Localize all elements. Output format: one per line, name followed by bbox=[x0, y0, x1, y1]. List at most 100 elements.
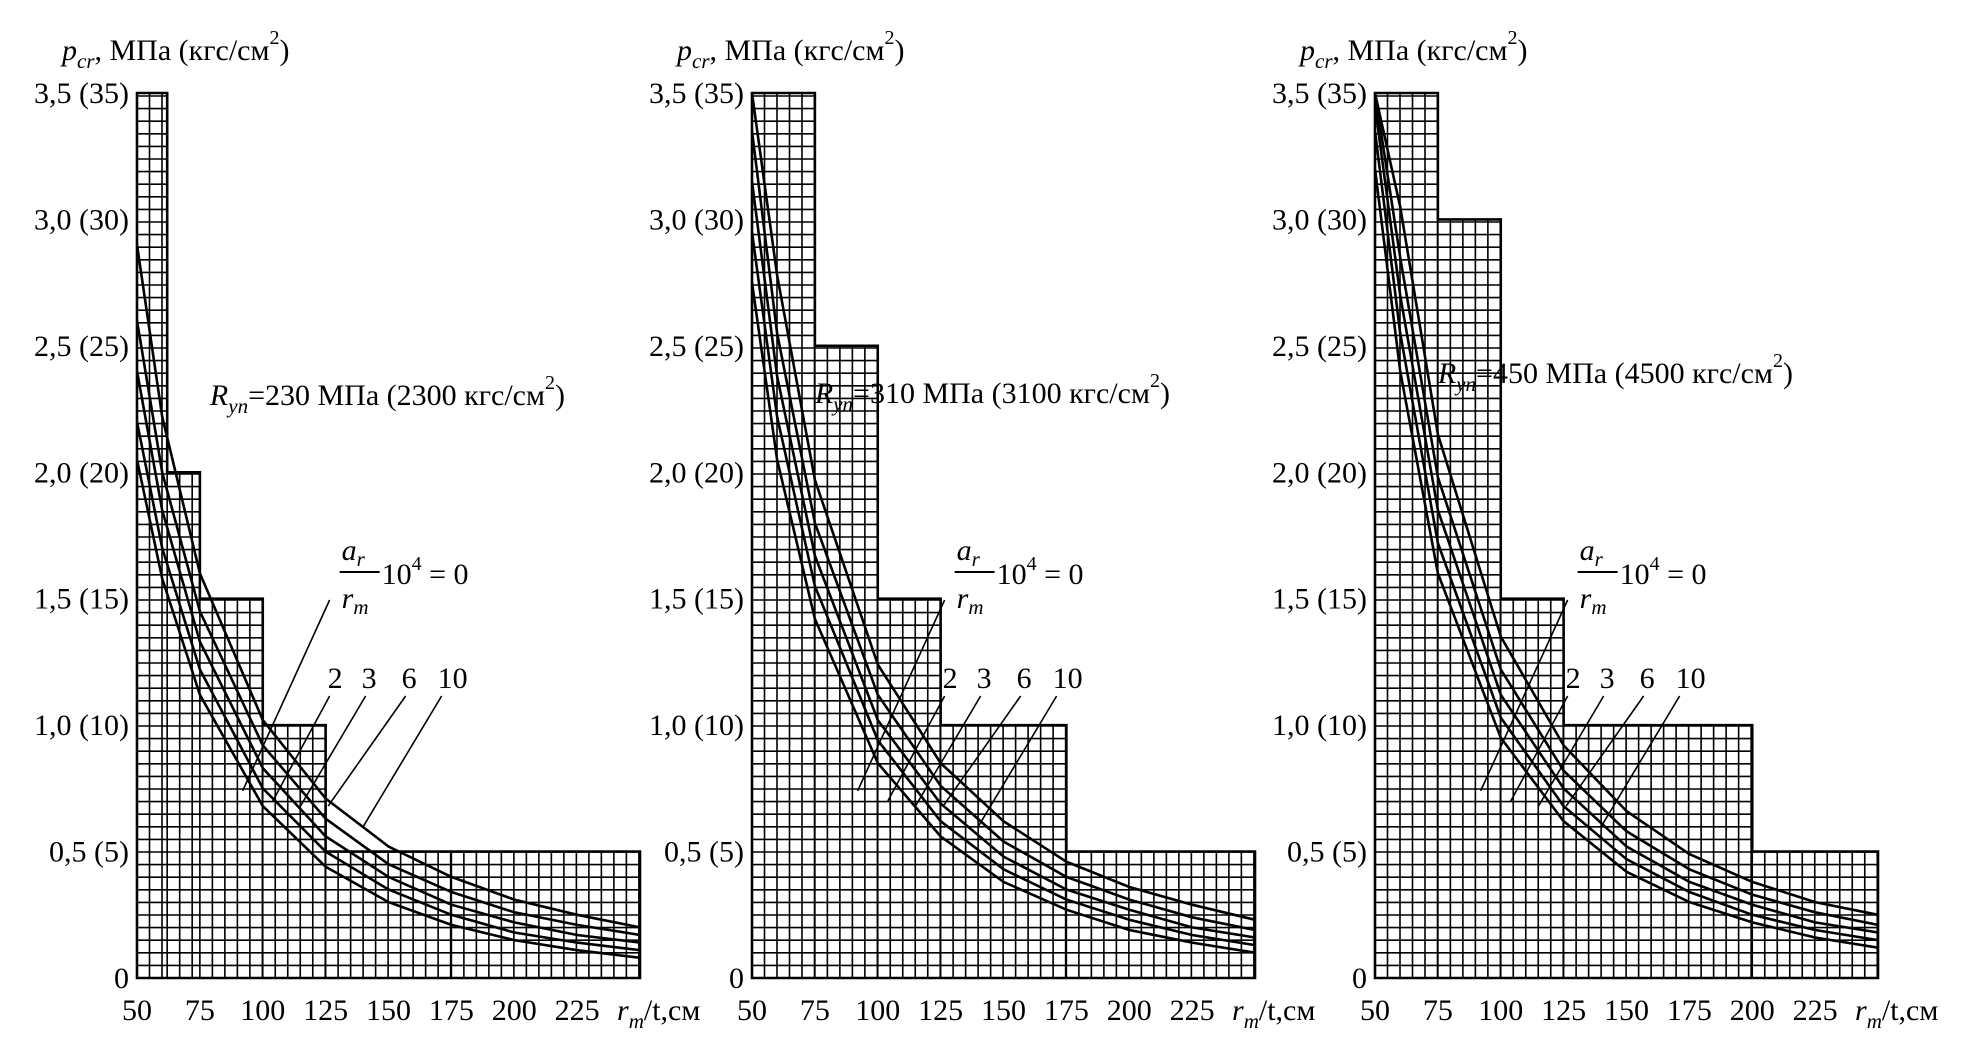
leader-line-4 bbox=[362, 695, 443, 827]
grid-cells bbox=[751, 93, 1255, 979]
param-value-label: 3 bbox=[362, 662, 377, 695]
x-tick-label: 100 bbox=[240, 994, 285, 1027]
leader-line-3 bbox=[1565, 695, 1645, 807]
leader-line-4 bbox=[1600, 695, 1681, 827]
leader-line-0 bbox=[1479, 599, 1569, 792]
param-value-label: 10 bbox=[1053, 662, 1083, 695]
y-tick-label: 0 bbox=[1352, 962, 1367, 995]
leader-line-1 bbox=[272, 695, 331, 802]
x-tick-label: 125 bbox=[918, 994, 963, 1027]
chart-panel-3: 0 0,5 (5) 1,0 (10) 1,5 (15) 2,0 (20) 2,5 (25)… bbox=[1272, 27, 1938, 1033]
series-curve-3 bbox=[135, 370, 641, 944]
leader-line-4 bbox=[977, 695, 1058, 827]
y-tick-label: 3,0 (30) bbox=[1272, 203, 1367, 236]
x-tick-label: 175 bbox=[429, 994, 474, 1027]
x-tick-label: 150 bbox=[1604, 994, 1649, 1027]
x-tick-label: 125 bbox=[1541, 994, 1586, 1027]
x-tick-label: 225 bbox=[555, 994, 600, 1027]
y-tick-label: 2,0 (20) bbox=[34, 456, 129, 489]
param-value-label: 3 bbox=[1600, 662, 1615, 695]
fraction-numerator: ar bbox=[342, 534, 366, 571]
x-tick-label: 175 bbox=[1044, 994, 1089, 1027]
x-tick-label: 50 bbox=[122, 994, 152, 1027]
x-tick-label: 75 bbox=[185, 994, 215, 1027]
y-tick-label: 0,5 (5) bbox=[1287, 836, 1367, 869]
y-axis-label: pcr, МПа (кгс/см2) bbox=[675, 27, 904, 73]
y-tick-label: 3,5 (35) bbox=[34, 77, 129, 110]
fraction-multiplier: 104 = 0 bbox=[997, 553, 1084, 591]
x-tick-label: 100 bbox=[855, 994, 900, 1027]
x-tick-label: 200 bbox=[492, 994, 537, 1027]
series-curve-0 bbox=[1373, 168, 1879, 949]
param-value-label: 10 bbox=[438, 662, 468, 695]
x-tick-label: 75 bbox=[1423, 994, 1453, 1027]
param-value-label: 6 bbox=[402, 662, 417, 695]
chart-panel-1: 0 0,5 (5) 1,0 (10) 1,5 (15) 2,0 (20) 2,5 (25)… bbox=[34, 27, 700, 1033]
leader-line-2 bbox=[299, 695, 367, 807]
x-tick-label: 175 bbox=[1667, 994, 1712, 1027]
yield-strength-label: Ryп=450 МПа (4500 кгс/см2) bbox=[1437, 350, 1793, 396]
x-tick-label: 225 bbox=[1793, 994, 1838, 1027]
y-axis-label: pcr, МПа (кгс/см2) bbox=[1298, 27, 1527, 73]
series-curve-10 bbox=[1373, 92, 1879, 917]
fraction-numerator: ar bbox=[957, 534, 981, 571]
leader-line-2 bbox=[914, 695, 982, 807]
grid-outline bbox=[750, 91, 1257, 980]
series-curve-0 bbox=[750, 282, 1256, 954]
fraction-numerator: ar bbox=[1580, 534, 1604, 571]
leader-line-1 bbox=[887, 695, 946, 802]
series-curve-6 bbox=[750, 130, 1256, 932]
series-curve-2 bbox=[750, 231, 1256, 947]
series-curve-2 bbox=[135, 421, 641, 952]
param-value-label: 2 bbox=[943, 662, 958, 695]
x-tick-label: 125 bbox=[303, 994, 348, 1027]
x-tick-label: 100 bbox=[1478, 994, 1523, 1027]
yield-strength-label: Ryп=310 МПа (3100 кгс/см2) bbox=[814, 370, 1170, 416]
leader-line-0 bbox=[241, 599, 331, 792]
series-curve-10 bbox=[135, 244, 641, 929]
series-curve-3 bbox=[1373, 105, 1879, 934]
y-tick-label: 1,0 (10) bbox=[34, 709, 129, 742]
x-axis-label: rm/t,см bbox=[1855, 994, 1938, 1033]
param-fraction-label: ar rm 104 = 0 bbox=[339, 534, 469, 619]
y-axis-label: pcr, МПа (кгс/см2) bbox=[60, 27, 289, 73]
fraction-denominator: rm bbox=[957, 582, 984, 619]
fraction-denominator: rm bbox=[1580, 582, 1607, 619]
y-tick-label: 0 bbox=[729, 962, 744, 995]
leader-line-2 bbox=[1537, 695, 1605, 807]
x-tick-label: 50 bbox=[737, 994, 767, 1027]
x-tick-label: 225 bbox=[1170, 994, 1215, 1027]
y-tick-label: 3,0 (30) bbox=[649, 203, 744, 236]
y-tick-label: 2,5 (25) bbox=[1272, 330, 1367, 363]
y-tick-label: 2,5 (25) bbox=[34, 330, 129, 363]
series-curve-10 bbox=[750, 92, 1256, 922]
y-tick-label: 2,5 (25) bbox=[649, 330, 744, 363]
x-tick-label: 200 bbox=[1107, 994, 1152, 1027]
series-curve-3 bbox=[750, 181, 1256, 939]
y-tick-label: 1,5 (15) bbox=[649, 583, 744, 616]
param-fraction-label: ar rm 104 = 0 bbox=[1577, 534, 1707, 619]
y-tick-label: 0,5 (5) bbox=[664, 836, 744, 869]
param-value-label: 2 bbox=[1566, 662, 1581, 695]
x-tick-label: 75 bbox=[800, 994, 830, 1027]
param-value-label: 6 bbox=[1017, 662, 1032, 695]
y-tick-label: 1,5 (15) bbox=[34, 583, 129, 616]
x-tick-label: 200 bbox=[1730, 994, 1775, 1027]
yield-strength-label: Ryп=230 МПа (2300 кгс/см2) bbox=[209, 372, 565, 418]
y-tick-label: 1,5 (15) bbox=[1272, 583, 1367, 616]
y-tick-label: 1,0 (10) bbox=[1272, 709, 1367, 742]
fraction-multiplier: 104 = 0 bbox=[1620, 553, 1707, 591]
y-tick-label: 3,5 (35) bbox=[649, 77, 744, 110]
y-tick-label: 0 bbox=[114, 962, 129, 995]
series-curve-0 bbox=[135, 459, 641, 960]
y-tick-label: 0,5 (5) bbox=[49, 836, 129, 869]
leader-line-0 bbox=[856, 599, 946, 792]
y-tick-label: 3,5 (35) bbox=[1272, 77, 1367, 110]
y-tick-label: 3,0 (30) bbox=[34, 203, 129, 236]
param-fraction-label: ar rm 104 = 0 bbox=[954, 534, 1084, 619]
y-tick-label: 2,0 (20) bbox=[1272, 456, 1367, 489]
grid-outline bbox=[1373, 91, 1880, 980]
x-tick-label: 50 bbox=[1360, 994, 1390, 1027]
